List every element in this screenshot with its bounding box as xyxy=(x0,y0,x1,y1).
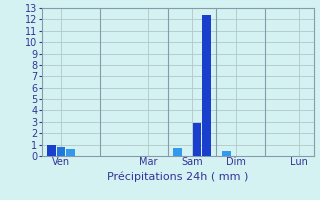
Bar xyxy=(202,15,211,156)
X-axis label: Précipitations 24h ( mm ): Précipitations 24h ( mm ) xyxy=(107,172,248,182)
Bar xyxy=(47,145,56,156)
Bar xyxy=(57,147,65,156)
Bar xyxy=(173,148,182,156)
Bar xyxy=(66,149,75,156)
Bar xyxy=(222,151,230,156)
Bar xyxy=(193,123,201,156)
